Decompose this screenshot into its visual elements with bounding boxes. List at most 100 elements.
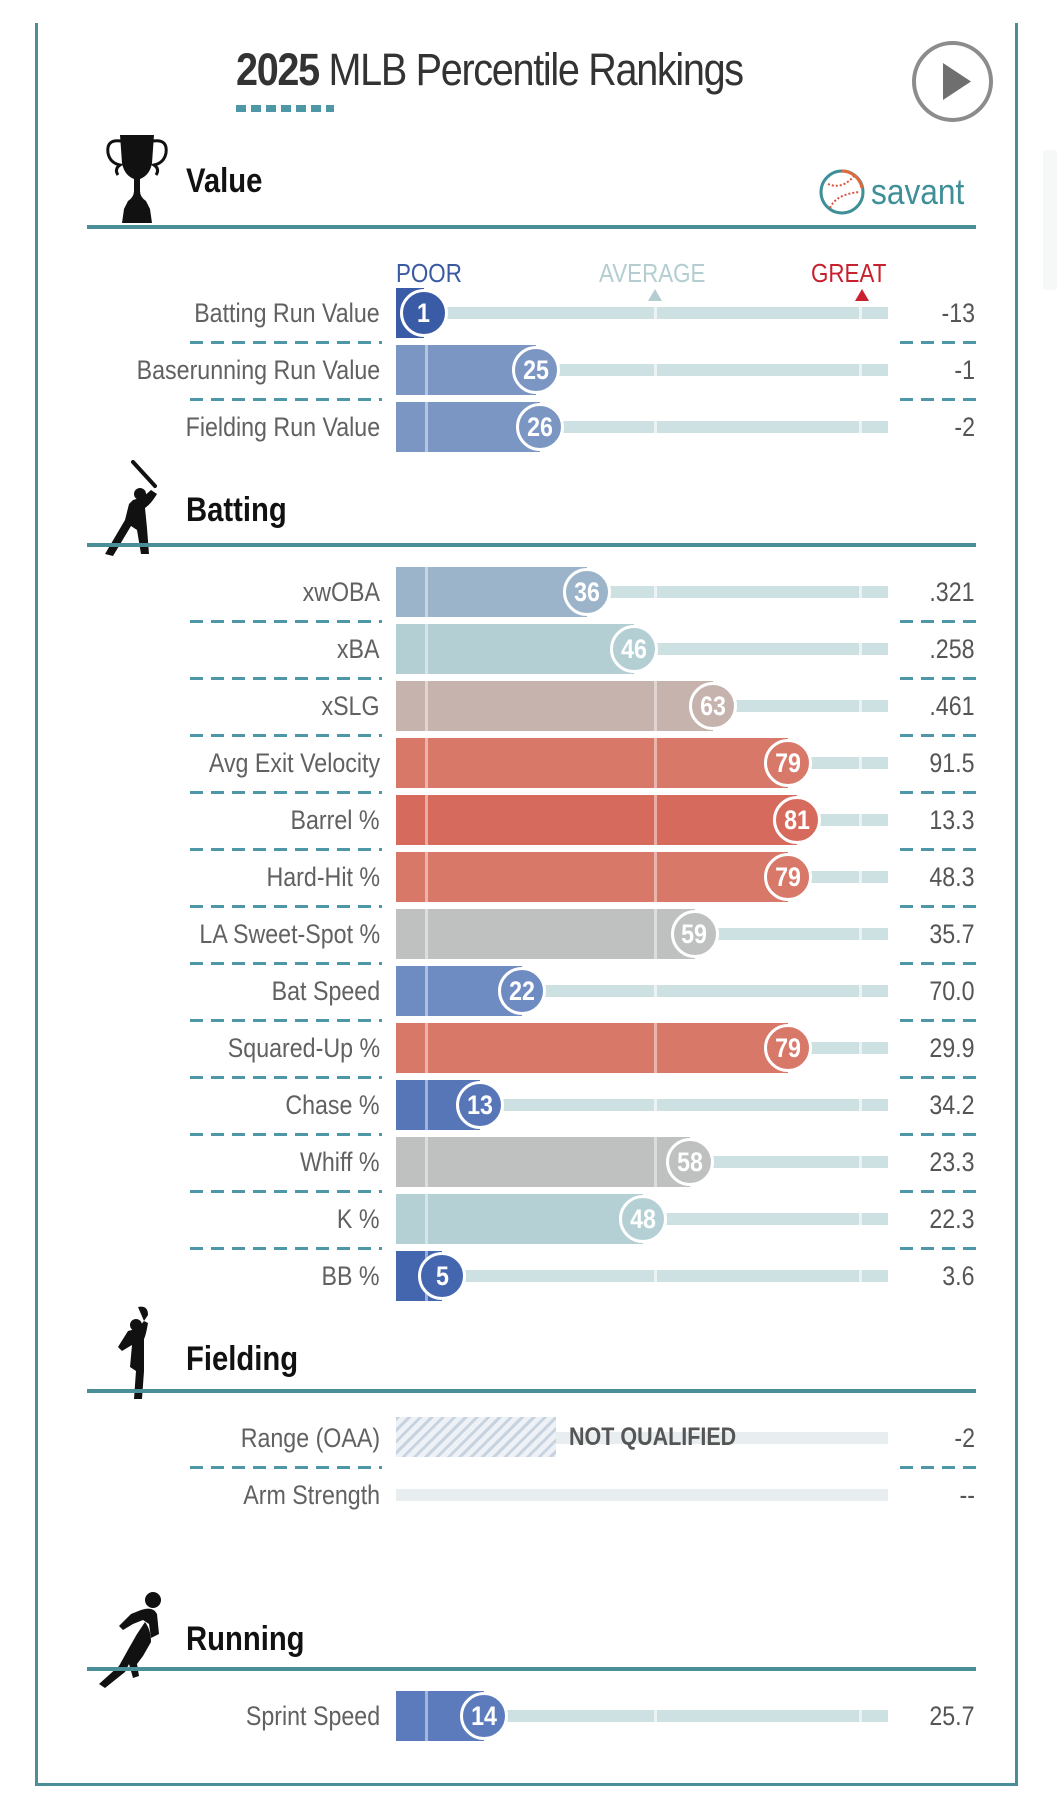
gridline	[654, 681, 657, 731]
percentile-track	[484, 1710, 888, 1722]
percentile-bar	[396, 852, 788, 902]
percentile-bubble[interactable]: 58	[665, 1138, 714, 1186]
gridline	[859, 1213, 862, 1225]
percentile-number: 58	[676, 1147, 703, 1177]
metric-row-batting-run-value: Batting Run Value 1 -13	[0, 288, 1057, 338]
card-frame	[35, 23, 1018, 1786]
percentile-bubble[interactable]: 5	[418, 1252, 467, 1300]
row-separator	[190, 341, 382, 344]
percentile-bubble[interactable]: 63	[689, 682, 738, 730]
metric-label: Whiff %	[300, 1147, 380, 1177]
gridline	[425, 345, 428, 395]
gridline	[859, 757, 862, 769]
metric-label: K %	[337, 1204, 380, 1234]
metric-value: 70.0	[929, 976, 975, 1006]
title-underline	[236, 105, 334, 112]
percentile-bubble[interactable]: 81	[773, 796, 822, 844]
row-separator	[900, 1247, 976, 1250]
percentile-track	[643, 1213, 888, 1225]
metric-label: Avg Exit Velocity	[208, 748, 380, 778]
metric-row-bb: BB % 5 3.6	[0, 1251, 1057, 1301]
metric-value: 34.2	[929, 1090, 975, 1120]
gridline	[859, 1710, 862, 1722]
gridline	[654, 738, 657, 788]
gridline	[425, 738, 428, 788]
play-icon	[943, 63, 971, 100]
percentile-track	[787, 1042, 888, 1054]
percentile-bubble[interactable]: 59	[670, 910, 719, 958]
metric-value: -2	[954, 1423, 975, 1453]
metric-row-xslg: xSLG 63 .461	[0, 681, 1057, 731]
gridline	[425, 1023, 428, 1073]
metric-row-hard-hit: Hard-Hit % 79 48.3	[0, 852, 1057, 902]
metric-value: .321	[929, 577, 975, 607]
gridline	[859, 871, 862, 883]
metric-value: .461	[929, 691, 975, 721]
percentile-bubble[interactable]: 36	[563, 568, 612, 616]
scrollbar[interactable]	[1043, 150, 1057, 290]
percentile-bubble[interactable]: 79	[763, 853, 812, 901]
row-separator	[900, 905, 976, 908]
percentile-number: 63	[700, 691, 727, 721]
percentile-bubble[interactable]: 14	[460, 1692, 509, 1740]
percentile-bar	[396, 1023, 788, 1073]
percentile-bubble[interactable]: 22	[497, 967, 546, 1015]
metric-row-k: K % 48 22.3	[0, 1194, 1057, 1244]
metric-row-range-oaa: Range (OAA) NOT QUALIFIED -2	[0, 1417, 1057, 1468]
percentile-number: 26	[527, 412, 554, 442]
percentile-track	[479, 1099, 888, 1111]
metric-value: -13	[941, 298, 975, 328]
percentile-bubble[interactable]: 1	[399, 289, 448, 337]
row-separator	[190, 791, 382, 794]
percentile-track	[521, 985, 888, 997]
gridline	[654, 1099, 657, 1111]
section-divider-running	[87, 1667, 976, 1671]
scale-label-average: AVERAGE	[599, 258, 706, 288]
metric-label: xSLG	[321, 691, 380, 721]
percentile-bubble[interactable]: 48	[619, 1195, 668, 1243]
section-title-value: Value	[186, 162, 263, 200]
section-title-fielding: Fielding	[186, 1340, 299, 1378]
not-qualified-label: NOT QUALIFIED	[569, 1423, 737, 1451]
metric-row-xba: xBA 46 .258	[0, 624, 1057, 674]
gridline	[859, 985, 862, 997]
gridline	[654, 586, 657, 598]
percentile-bar	[396, 681, 714, 731]
percentile-bubble[interactable]: 25	[511, 346, 560, 394]
runner-icon	[99, 1592, 161, 1688]
percentile-bubble[interactable]: 79	[763, 739, 812, 787]
gridline	[859, 1099, 862, 1111]
row-separator	[190, 905, 382, 908]
gridline	[425, 1194, 428, 1244]
gridline	[425, 567, 428, 617]
metric-value: 22.3	[929, 1204, 975, 1234]
batter-icon	[105, 460, 157, 556]
percentile-number: 81	[784, 805, 811, 835]
metric-value: 3.6	[942, 1261, 975, 1291]
metric-label: BB %	[321, 1261, 380, 1291]
metric-label: Arm Strength	[243, 1480, 380, 1510]
gridline	[425, 1137, 428, 1187]
metric-value: 23.3	[929, 1147, 975, 1177]
percentile-bubble[interactable]: 26	[516, 403, 565, 451]
metric-value: 13.3	[929, 805, 975, 835]
play-button[interactable]	[912, 41, 993, 122]
average-marker-icon	[648, 289, 662, 301]
metric-label: Bat Speed	[271, 976, 380, 1006]
gridline	[425, 852, 428, 902]
percentile-bar	[396, 624, 634, 674]
metric-label: Range (OAA)	[240, 1423, 380, 1453]
percentile-bubble[interactable]: 79	[763, 1024, 812, 1072]
metric-row-avg-exit-velocity: Avg Exit Velocity 79 91.5	[0, 738, 1057, 788]
great-marker-icon	[855, 289, 869, 301]
page-title: 2025 MLB Percentile Rankings	[236, 44, 744, 96]
percentile-track	[396, 1489, 888, 1501]
percentile-bubble[interactable]: 13	[455, 1081, 504, 1129]
percentile-number: 79	[774, 1033, 801, 1063]
percentile-bubble[interactable]: 46	[609, 625, 658, 673]
metric-value: .258	[929, 634, 975, 664]
metric-row-barrel: Barrel % 81 13.3	[0, 795, 1057, 845]
row-separator	[190, 677, 382, 680]
savant-logo[interactable]: savant	[818, 162, 977, 222]
row-separator	[190, 848, 382, 851]
